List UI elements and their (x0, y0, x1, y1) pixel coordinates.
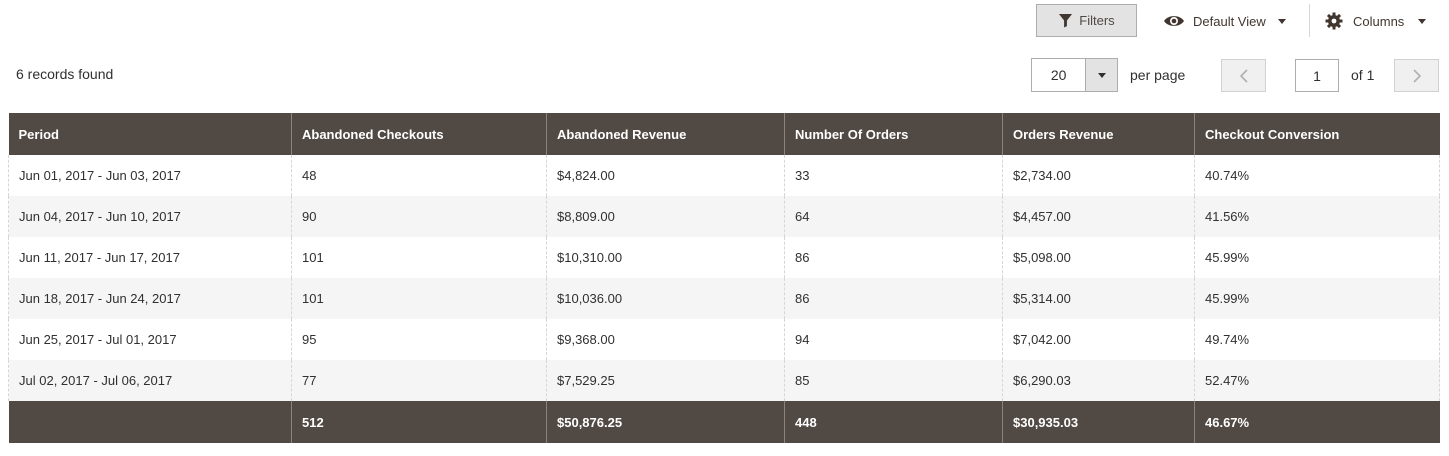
cell-abandoned-checkouts: 48 (291, 155, 547, 196)
cell-orders-revenue: $4,457.00 (1002, 196, 1195, 237)
total-checkout-conversion: 46.67% (1194, 401, 1440, 443)
cell-abandoned-checkouts: 77 (291, 360, 547, 401)
chevron-down-icon (1097, 72, 1106, 78)
cell-period: Jun 11, 2017 - Jun 17, 2017 (8, 237, 292, 278)
previous-page-button[interactable] (1221, 59, 1266, 92)
cell-abandoned-revenue: $4,824.00 (546, 155, 785, 196)
filter-icon (1059, 13, 1073, 28)
next-page-button[interactable] (1394, 59, 1439, 92)
cell-period: Jun 18, 2017 - Jun 24, 2017 (8, 278, 292, 319)
report-grid: Period Abandoned Checkouts Abandoned Rev… (8, 113, 1440, 443)
column-header-period[interactable]: Period (8, 113, 292, 155)
total-abandoned-revenue: $50,876.25 (546, 401, 785, 443)
total-orders-revenue: $30,935.03 (1002, 401, 1195, 443)
cell-abandoned-revenue: $9,368.00 (546, 319, 785, 360)
cell-abandoned-checkouts: 101 (291, 237, 547, 278)
filters-label: Filters (1079, 13, 1115, 28)
default-view-dropdown[interactable]: Default View (1163, 8, 1286, 34)
table-row: Jun 25, 2017 - Jul 01, 2017 95 $9,368.00… (8, 319, 1440, 360)
table-row: Jun 11, 2017 - Jun 17, 2017 101 $10,310.… (8, 237, 1440, 278)
cell-abandoned-revenue: $10,310.00 (546, 237, 785, 278)
columns-dropdown[interactable]: Columns (1325, 8, 1427, 34)
table-row: Jun 18, 2017 - Jun 24, 2017 101 $10,036.… (8, 278, 1440, 319)
page-size-toggle[interactable] (1085, 59, 1117, 91)
cell-period: Jun 04, 2017 - Jun 10, 2017 (8, 196, 292, 237)
cell-number-of-orders: 85 (784, 360, 1003, 401)
total-period (8, 401, 292, 443)
cell-checkout-conversion: 45.99% (1194, 278, 1440, 319)
chevron-down-icon (1277, 18, 1286, 24)
page-size-value[interactable]: 20 (1050, 67, 1067, 83)
total-abandoned-checkouts: 512 (291, 401, 547, 443)
table-row: Jun 04, 2017 - Jun 10, 2017 90 $8,809.00… (8, 196, 1440, 237)
cell-abandoned-revenue: $10,036.00 (546, 278, 785, 319)
cell-checkout-conversion: 52.47% (1194, 360, 1440, 401)
toolbar-divider (1309, 4, 1310, 37)
column-header-checkout-conversion[interactable]: Checkout Conversion (1194, 113, 1440, 155)
cell-abandoned-checkouts: 95 (291, 319, 547, 360)
total-number-of-orders: 448 (784, 401, 1003, 443)
cell-checkout-conversion: 49.74% (1194, 319, 1440, 360)
cell-orders-revenue: $5,098.00 (1002, 237, 1195, 278)
table-row: Jun 01, 2017 - Jun 03, 2017 48 $4,824.00… (8, 155, 1440, 196)
cell-number-of-orders: 33 (784, 155, 1003, 196)
records-count: 6 records found (16, 66, 114, 82)
cell-orders-revenue: $5,314.00 (1002, 278, 1195, 319)
cell-abandoned-checkouts: 90 (291, 196, 547, 237)
current-page-input[interactable] (1295, 59, 1339, 92)
cell-number-of-orders: 94 (784, 319, 1003, 360)
page-size-select[interactable]: 20 (1031, 58, 1118, 92)
cell-checkout-conversion: 40.74% (1194, 155, 1440, 196)
column-header-number-of-orders[interactable]: Number Of Orders (784, 113, 1003, 155)
cell-abandoned-revenue: $7,529.25 (546, 360, 785, 401)
chevron-down-icon (1418, 18, 1427, 24)
table-row: Jul 02, 2017 - Jul 06, 2017 77 $7,529.25… (8, 360, 1440, 401)
cell-period: Jul 02, 2017 - Jul 06, 2017 (8, 360, 292, 401)
header-row: Period Abandoned Checkouts Abandoned Rev… (8, 113, 1440, 155)
per-page-label: per page (1130, 67, 1186, 83)
cell-orders-revenue: $7,042.00 (1002, 319, 1195, 360)
chevron-right-icon (1412, 68, 1421, 83)
cell-period: Jun 25, 2017 - Jul 01, 2017 (8, 319, 292, 360)
cell-number-of-orders: 86 (784, 237, 1003, 278)
cell-period: Jun 01, 2017 - Jun 03, 2017 (8, 155, 292, 196)
cell-number-of-orders: 64 (784, 196, 1003, 237)
chevron-left-icon (1239, 68, 1248, 83)
gear-icon (1325, 12, 1343, 30)
filters-button[interactable]: Filters (1036, 4, 1137, 37)
grid-toolbar: Filters Default View Colum (0, 0, 1449, 46)
column-header-abandoned-checkouts[interactable]: Abandoned Checkouts (291, 113, 547, 155)
cell-checkout-conversion: 41.56% (1194, 196, 1440, 237)
column-header-abandoned-revenue[interactable]: Abandoned Revenue (546, 113, 785, 155)
cell-orders-revenue: $6,290.03 (1002, 360, 1195, 401)
cell-abandoned-revenue: $8,809.00 (546, 196, 785, 237)
columns-label: Columns (1353, 13, 1405, 29)
eye-icon (1164, 16, 1184, 26)
page-total-label: of 1 (1351, 67, 1375, 83)
cell-orders-revenue: $2,734.00 (1002, 155, 1195, 196)
cell-abandoned-checkouts: 101 (291, 278, 547, 319)
totals-row: 512 $50,876.25 448 $30,935.03 46.67% (8, 401, 1440, 443)
default-view-label: Default View (1193, 13, 1266, 29)
cell-number-of-orders: 86 (784, 278, 1003, 319)
column-header-orders-revenue[interactable]: Orders Revenue (1002, 113, 1195, 155)
cell-checkout-conversion: 45.99% (1194, 237, 1440, 278)
